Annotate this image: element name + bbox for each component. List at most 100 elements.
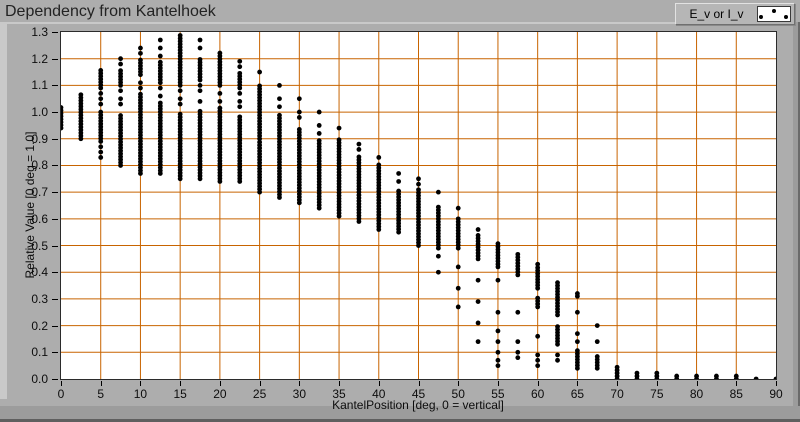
y-tick xyxy=(52,112,58,114)
data-point xyxy=(237,70,243,76)
data-point xyxy=(674,373,680,379)
data-point xyxy=(535,352,541,358)
data-point xyxy=(455,205,461,211)
x-tick xyxy=(656,381,658,386)
y-tick xyxy=(52,379,58,380)
data-point xyxy=(157,85,163,91)
panel-shadow-bottom xyxy=(0,406,800,422)
data-point xyxy=(495,339,501,345)
plot-legend-label: E_v or I_v xyxy=(689,7,744,21)
data-point xyxy=(535,357,541,363)
data-point xyxy=(197,57,203,62)
x-tick xyxy=(378,381,380,386)
data-point xyxy=(356,147,362,152)
data-point xyxy=(654,370,660,376)
x-tick-label: 65 xyxy=(570,387,585,401)
data-point xyxy=(594,323,600,329)
data-point xyxy=(157,37,163,43)
data-point xyxy=(118,88,123,94)
y-axis-title: Relative Value [0 deg = 1.0] xyxy=(23,131,37,279)
data-point xyxy=(555,324,560,330)
x-tick-label: 10 xyxy=(133,387,148,401)
data-point xyxy=(98,155,104,160)
y-tick xyxy=(52,325,58,327)
y-tick-label: 0.9 xyxy=(31,131,48,146)
data-point xyxy=(78,92,84,98)
data-point xyxy=(495,264,501,270)
data-point xyxy=(416,176,421,182)
data-point xyxy=(118,96,123,102)
y-tick-label: 1.1 xyxy=(31,78,48,93)
x-axis-title: KantelPosition [deg, 0 = vertical] xyxy=(332,398,504,412)
x-tick-label: 50 xyxy=(451,387,465,401)
data-point xyxy=(277,96,282,102)
x-tick xyxy=(339,381,341,386)
data-point xyxy=(535,265,541,271)
y-tick-label: 0.0 xyxy=(31,372,48,386)
plot-legend-button[interactable]: E_v or I_v xyxy=(675,3,795,25)
data-point xyxy=(98,68,104,73)
data-point xyxy=(495,363,501,369)
data-point xyxy=(574,339,580,345)
data-point xyxy=(356,154,362,160)
x-tick-label: 45 xyxy=(411,387,426,401)
data-point xyxy=(535,363,541,369)
y-tick xyxy=(52,138,58,140)
x-tick xyxy=(736,381,738,386)
data-point xyxy=(455,285,461,291)
data-point xyxy=(416,181,421,187)
x-tick-label: 30 xyxy=(292,387,306,401)
data-point xyxy=(157,45,163,51)
data-point xyxy=(376,162,382,168)
data-point xyxy=(237,104,243,110)
x-tick-label: 90 xyxy=(769,387,783,401)
y-tick xyxy=(52,245,58,247)
data-point xyxy=(515,251,521,257)
data-point xyxy=(535,295,541,301)
data-point xyxy=(237,114,243,120)
x-tick-label: 15 xyxy=(173,387,187,401)
data-point xyxy=(296,109,302,115)
data-point xyxy=(435,253,441,259)
y-tick xyxy=(52,32,58,33)
data-point xyxy=(237,64,243,70)
data-point xyxy=(197,88,203,94)
x-tick xyxy=(537,381,539,386)
data-point xyxy=(455,264,461,270)
y-tick-label: 0.3 xyxy=(31,291,48,306)
y-tick xyxy=(52,352,58,354)
data-point xyxy=(157,53,163,59)
x-tick-label: 80 xyxy=(689,387,704,401)
data-point xyxy=(455,216,461,222)
data-point xyxy=(277,104,282,110)
data-point xyxy=(555,352,560,358)
data-point xyxy=(98,144,104,150)
data-point xyxy=(237,90,243,96)
data-point xyxy=(495,349,501,355)
data-point xyxy=(475,320,481,326)
data-point xyxy=(217,90,223,96)
data-point xyxy=(574,293,580,299)
data-point xyxy=(475,232,481,238)
data-point xyxy=(296,115,302,120)
data-point xyxy=(296,127,302,132)
x-tick-label: 70 xyxy=(610,387,624,401)
data-point xyxy=(475,299,481,304)
data-point xyxy=(714,373,719,379)
data-point xyxy=(515,339,521,345)
data-point xyxy=(197,108,203,114)
panel-shadow-right xyxy=(793,22,800,406)
data-point xyxy=(217,99,223,104)
data-point xyxy=(197,82,203,88)
data-point xyxy=(416,187,421,193)
scatter-plot-canvas xyxy=(61,32,776,379)
data-point xyxy=(138,91,143,97)
data-point xyxy=(515,309,521,315)
data-point xyxy=(257,83,263,89)
y-tick xyxy=(52,85,58,87)
data-point xyxy=(435,269,441,275)
y-tick xyxy=(52,272,58,274)
data-point xyxy=(376,155,382,160)
y-tick-label: 0.2 xyxy=(31,318,48,333)
data-point xyxy=(118,101,123,107)
